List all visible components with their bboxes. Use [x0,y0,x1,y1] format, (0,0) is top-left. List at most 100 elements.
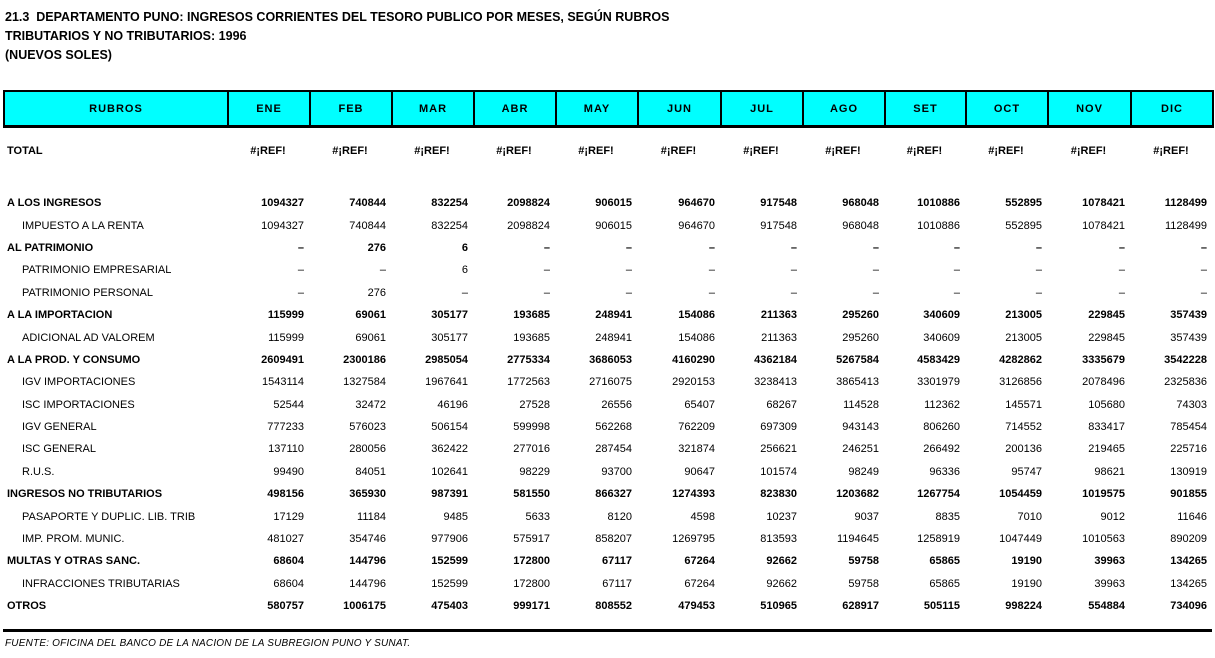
value-cell-set: 340609 [923,331,960,344]
value-cell-mar: 6 [461,264,468,277]
value-cell-dic: #¡REF! [1153,145,1189,157]
value-cell-ene: 99490 [273,465,304,478]
value-cell-oct: – [1035,286,1042,299]
value-cell-abr: 172800 [513,555,550,568]
value-cell-ago: 1194645 [836,533,879,546]
value-cell-may: 906015 [595,197,632,210]
value-cell-nov: 229845 [1088,309,1125,322]
table-row: A LOS INGRESOS 1094327 740844 832254 2098824… [3,192,1212,214]
value-cell-oct: – [1035,241,1042,254]
column-header-nov: NOV [1047,90,1132,128]
value-cell-jul: 211363 [761,331,797,344]
value-cell-jul: #¡REF! [743,145,779,157]
value-cell-abr: 999171 [513,600,550,613]
value-cell-dic: – [1200,264,1207,277]
value-cell-jul: 3238413 [754,376,797,389]
value-cell-mar: 832254 [431,219,468,232]
value-cell-jun: 4160290 [672,353,715,366]
value-cell-may: 93700 [601,465,632,478]
row-label: PATRIMONIO EMPRESARIAL [22,264,172,277]
value-cell-may: 562268 [595,421,632,434]
value-cell-dic: – [1200,286,1207,299]
value-cell-jul: 92662 [766,577,797,590]
value-cell-ago: #¡REF! [825,145,861,157]
column-header-feb: FEB [309,90,393,128]
value-cell-ago: – [872,264,879,277]
value-cell-mar: 475403 [431,600,468,613]
table-row: PATRIMONIO EMPRESARIAL – – 6 – – – – – – – – – [3,259,1212,281]
value-cell-set: 112362 [924,398,960,411]
value-cell-feb: 84051 [355,465,386,478]
value-cell-ene: – [297,264,304,277]
column-header-jun: JUN [637,90,722,128]
value-cell-ago: 295260 [842,309,879,322]
value-cell-jun: 154086 [678,331,715,344]
value-cell-jun: 67264 [684,577,715,590]
value-cell-may: 67117 [602,577,632,590]
column-header-mar: MAR [391,90,475,128]
value-cell-may: – [625,241,632,254]
value-cell-oct: 552895 [1005,197,1042,210]
value-cell-jul: 211363 [760,309,797,322]
table-row: A LA PROD. Y CONSUMO 2609491 2300186 298505… [3,349,1212,371]
value-cell-feb: 1006175 [343,600,386,613]
value-cell-jun: 479453 [678,600,715,613]
value-cell-oct: 714552 [1005,421,1042,434]
value-cell-nov: 1019575 [1082,488,1125,501]
value-cell-jun: 154086 [678,309,715,322]
value-cell-set: 3301979 [917,376,960,389]
value-cell-ene: 115999 [267,309,304,322]
value-cell-mar: 1967641 [425,376,468,389]
row-label: PASAPORTE Y DUPLIC. LIB. TRIB [22,510,196,523]
value-cell-dic: 2325836 [1164,376,1207,389]
value-cell-jun: 4598 [690,510,715,523]
value-cell-set: 340609 [923,309,960,322]
value-cell-ene: 137110 [268,443,304,456]
value-cell-may: 67117 [602,555,632,568]
value-cell-ene: 498156 [267,488,304,501]
value-cell-abr: 5633 [525,510,550,523]
value-cell-oct: 95747 [1011,465,1042,478]
value-cell-jul: 256621 [760,443,797,456]
value-cell-ene: 1094327 [261,197,304,210]
value-cell-ago: 59758 [848,555,879,568]
value-cell-set: 96336 [929,465,960,478]
value-cell-mar: #¡REF! [414,145,450,157]
row-label: IMPUESTO A LA RENTA [22,219,144,232]
column-header-may: MAY [555,90,639,128]
value-cell-ago: – [872,241,879,254]
value-cell-may: 866327 [595,488,632,501]
table-header: RUBROS ENE FEB MAR ABR MAY JUN JUL AGO SET OCT NOV D… [3,90,1214,128]
value-cell-dic: 1128499 [1164,197,1207,210]
value-cell-mar: – [461,286,468,299]
value-cell-nov: – [1118,241,1125,254]
value-cell-feb: 576023 [349,421,386,434]
value-cell-nov: 98621 [1094,465,1125,478]
value-cell-oct: 1054459 [999,488,1042,501]
row-label: INFRACCIONES TRIBUTARIAS [22,577,180,590]
value-cell-dic: 1128499 [1164,219,1207,232]
value-cell-jun: 2920153 [672,376,715,389]
value-cell-nov: 3335679 [1082,353,1125,366]
value-cell-feb: 280056 [349,443,386,456]
value-cell-abr: #¡REF! [496,145,532,157]
value-cell-oct: 998224 [1005,600,1042,613]
row-label: IMP. PROM. MUNIC. [22,533,125,546]
value-cell-jul: 10237 [766,510,797,523]
value-cell-jun: 67264 [684,555,715,568]
value-cell-abr: 193685 [513,331,550,344]
value-cell-ene: 17129 [273,510,304,523]
value-cell-mar: 362422 [431,443,468,456]
value-cell-nov: 1078421 [1082,197,1125,210]
value-cell-nov: – [1118,286,1125,299]
value-cell-nov: 39963 [1094,577,1125,590]
value-cell-set: – [953,241,960,254]
value-cell-ene: 52544 [273,398,304,411]
value-cell-oct: 213005 [1005,331,1042,344]
value-cell-set: 8835 [935,510,960,523]
value-cell-dic: 357439 [1170,331,1207,344]
column-header-set: SET [884,90,967,128]
value-cell-may: 3686053 [589,353,632,366]
value-cell-abr: 2775334 [507,353,550,366]
page-title: 21.3 DEPARTAMENTO PUNO: INGRESOS CORRIEN… [5,10,670,24]
